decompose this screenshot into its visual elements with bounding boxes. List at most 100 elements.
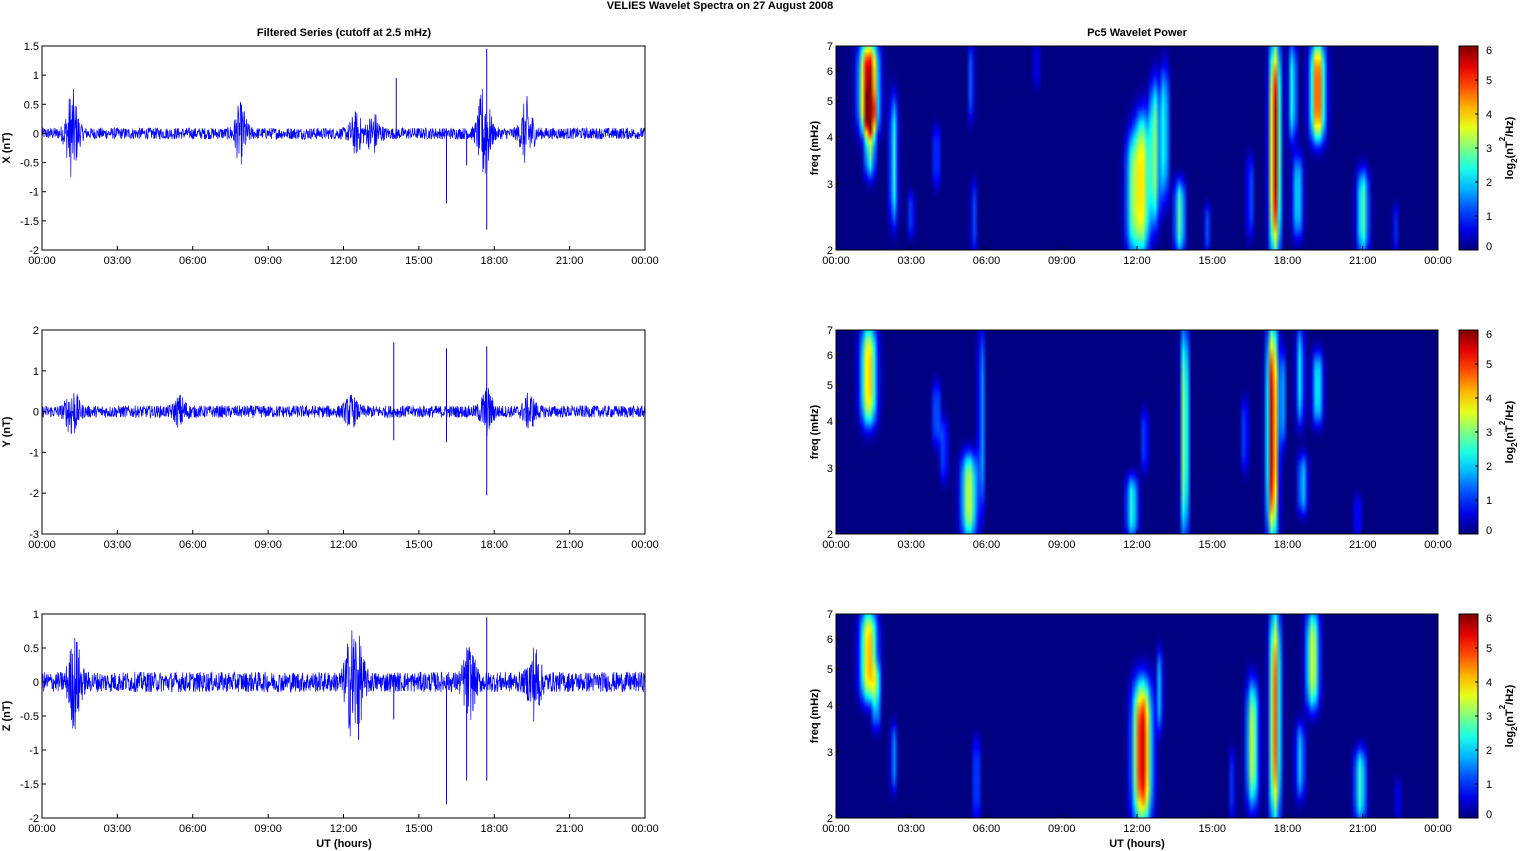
colorbar-tick-label: 4 <box>1486 677 1492 689</box>
x-tick-label: 21:00 <box>556 255 584 267</box>
y-tick-label: 5 <box>827 96 833 108</box>
x-tick-label: 09:00 <box>254 539 282 551</box>
y-tick-label: 0 <box>33 407 39 419</box>
right-x-axis-label: UT (hours) <box>1109 838 1165 850</box>
colorbar-tick-label: 3 <box>1486 143 1492 155</box>
x-wavelet-y-axis-label: freq (mHz) <box>809 120 821 175</box>
x-tick-label: 21:00 <box>556 539 584 551</box>
colorbar-tick-label: 6 <box>1486 613 1492 625</box>
x-tick-label: 06:00 <box>973 539 1001 551</box>
colorbar-tick-label: 5 <box>1486 75 1492 87</box>
y-tick-label: 5 <box>827 380 833 392</box>
y-tick-label: -0.5 <box>20 711 39 723</box>
x-tick-label: 03:00 <box>104 823 132 835</box>
y-tick-label: 6 <box>827 66 833 78</box>
x-tick-label: 00:00 <box>631 255 659 267</box>
colorbar-tick-label: 0 <box>1486 241 1492 253</box>
x-tick-label: 00:00 <box>822 539 850 551</box>
x-tick-label: 18:00 <box>1274 823 1302 835</box>
x-tick-label: 00:00 <box>28 539 56 551</box>
x-tick-label: 12:00 <box>330 255 358 267</box>
x-tick-label: 18:00 <box>480 539 508 551</box>
x-tick-label: 12:00 <box>1123 539 1151 551</box>
z-wavelet-panel: 2 3 4 5 6 7 00:00 03:00 06:00 09:00 12:00 15:00 18:0… <box>809 609 1519 835</box>
y-tick-label: 2 <box>827 529 833 541</box>
x-tick-label: 18:00 <box>1274 539 1302 551</box>
y-tick-label: 0.5 <box>24 99 39 111</box>
x-tick-label: 15:00 <box>1198 255 1226 267</box>
y-tick-label: -1 <box>29 187 39 199</box>
y-tick-label: 1 <box>33 609 39 621</box>
z-wavelet-y-axis-label: freq (mHz) <box>809 688 821 743</box>
x-wavelet-panel: 2 3 4 5 6 7 00:00 03:00 06:00 09:00 12:00 15:00 18:0… <box>809 41 1519 267</box>
y-tick-label: -2 <box>29 813 39 825</box>
colorbar-tick-label: 4 <box>1486 109 1492 121</box>
y-wavelet-heatmap <box>836 330 1438 534</box>
y-tick-label: 0.5 <box>24 643 39 655</box>
y-wavelet-panel: 2 3 4 5 6 7 00:00 03:00 06:00 09:00 12:00 15:00 18:0… <box>809 325 1519 551</box>
z-series-plot-area <box>42 614 645 818</box>
y-tick-label: 4 <box>827 416 833 428</box>
x-tick-label: 15:00 <box>405 823 433 835</box>
y-series-trace <box>41 387 646 437</box>
y-tick-label: 2 <box>827 245 833 257</box>
y-tick-label: 1 <box>33 366 39 378</box>
y-tick-label: 4 <box>827 132 833 144</box>
x-wavelet-heatmap <box>836 46 1438 250</box>
y-tick-label: -1 <box>29 745 39 757</box>
colorbar-tick-label: 1 <box>1486 211 1492 223</box>
x-tick-label: 03:00 <box>897 539 925 551</box>
x-tick-label: 06:00 <box>973 255 1001 267</box>
y-series-panel: -3 -2 -1 0 1 2 00:00 03:00 06:00 09:00 12:00 15:00 1… <box>1 325 659 551</box>
colorbar-tick-label: 3 <box>1486 711 1492 723</box>
colorbar-tick-label: 2 <box>1486 745 1492 757</box>
x-series-trace <box>41 89 646 177</box>
x-tick-label: 09:00 <box>254 823 282 835</box>
z-series-y-axis-label: Z (nT) <box>1 700 13 731</box>
x-tick-label: 12:00 <box>330 539 358 551</box>
x-tick-label: 00:00 <box>822 255 850 267</box>
colorbar-tick-label: 6 <box>1486 329 1492 341</box>
x-tick-label: 15:00 <box>405 255 433 267</box>
y-tick-label: -1.5 <box>20 779 39 791</box>
chart-panels: -2 -1.5 -1 -0.5 0 0.5 1 1.5 00:00 03:00 06:00 09:00… <box>1 41 1519 835</box>
y-tick-label: -2 <box>29 245 39 257</box>
y-tick-label: 0 <box>33 128 39 140</box>
x-tick-label: 09:00 <box>254 255 282 267</box>
y-tick-label: -1 <box>29 447 39 459</box>
x-tick-label: 09:00 <box>1048 539 1076 551</box>
colorbar-tick-label: 1 <box>1486 779 1492 791</box>
y-tick-label: 0 <box>33 677 39 689</box>
x-tick-label: 00:00 <box>1424 539 1452 551</box>
z-series-trace <box>41 630 646 737</box>
y-tick-label: -3 <box>29 529 39 541</box>
z-wavelet-heatmap <box>836 614 1438 818</box>
y-tick-label: 5 <box>827 664 833 676</box>
y-tick-label: 1 <box>33 70 39 82</box>
y-tick-label: 4 <box>827 700 833 712</box>
colorbar-tick-label: 5 <box>1486 359 1492 371</box>
x-tick-label: 18:00 <box>480 823 508 835</box>
x-tick-label: 15:00 <box>1198 539 1226 551</box>
y-tick-label: 6 <box>827 350 833 362</box>
y-wavelet-colorbar-label: log2(nT2/Hz) <box>1498 400 1519 463</box>
x-series-panel: -2 -1.5 -1 -0.5 0 0.5 1 1.5 00:00 03:00 06:00 09:00… <box>1 41 659 267</box>
x-tick-label: 12:00 <box>1123 823 1151 835</box>
x-tick-label: 12:00 <box>1123 255 1151 267</box>
x-tick-label: 00:00 <box>1424 823 1452 835</box>
x-tick-label: 00:00 <box>631 823 659 835</box>
y-tick-label: 7 <box>827 41 833 53</box>
colorbar-tick-label: 3 <box>1486 427 1492 439</box>
x-tick-label: 03:00 <box>104 539 132 551</box>
y-tick-label: 2 <box>33 325 39 337</box>
x-tick-label: 00:00 <box>28 823 56 835</box>
colorbar-tick-label: 5 <box>1486 643 1492 655</box>
x-tick-label: 21:00 <box>1349 823 1377 835</box>
right-column-title: Pc5 Wavelet Power <box>1087 27 1188 39</box>
x-tick-label: 12:00 <box>330 823 358 835</box>
x-tick-label: 06:00 <box>179 255 207 267</box>
x-tick-label: 00:00 <box>631 539 659 551</box>
x-tick-label: 21:00 <box>1349 539 1377 551</box>
x-tick-label: 00:00 <box>28 255 56 267</box>
